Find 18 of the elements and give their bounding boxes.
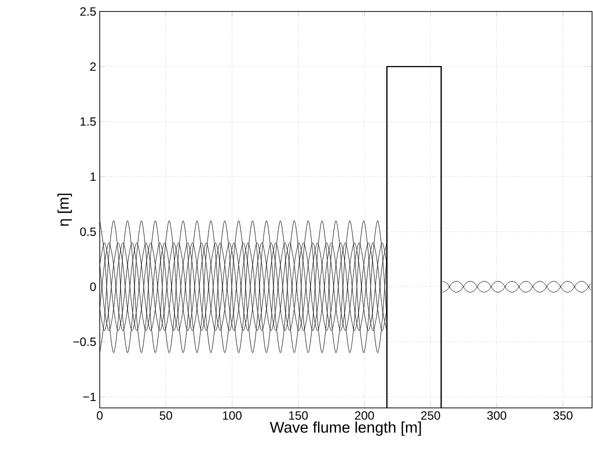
y-tick-label: −1 (83, 392, 96, 402)
y-axis-title: η [m] (58, 194, 72, 226)
x-tick-label: 250 (421, 411, 440, 420)
x-tick-label: 200 (355, 411, 374, 420)
y-tick-label: 1 (90, 172, 96, 181)
y-tick-label: 0 (90, 282, 96, 292)
x-tick-label: 350 (553, 411, 572, 420)
y-tick-label: 0.5 (80, 228, 96, 236)
x-tick-label: 0 (96, 411, 103, 420)
x-axis-title: Wave flume length [m] (270, 422, 421, 436)
y-tick-label: 1.5 (80, 118, 96, 126)
y-tick-label: 2.5 (80, 7, 96, 16)
x-tick-label: 50 (160, 411, 172, 420)
x-tick-label: 100 (222, 411, 242, 420)
x-tick-label: 300 (487, 411, 506, 420)
y-tick-label: 2 (90, 62, 96, 71)
x-tick-label: 150 (289, 411, 308, 420)
y-tick-label: −0.5 (73, 338, 96, 346)
